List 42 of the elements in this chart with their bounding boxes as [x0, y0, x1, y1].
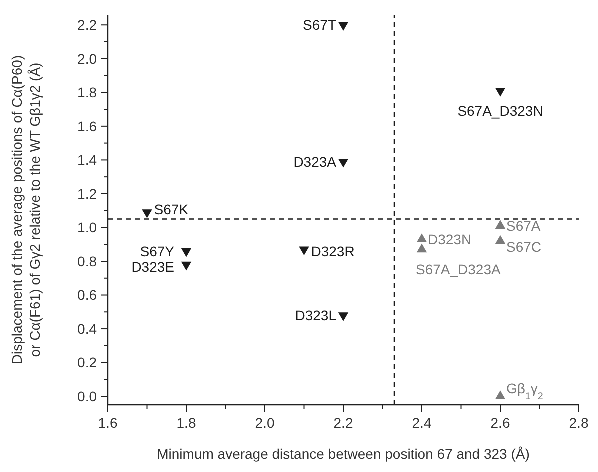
- y-tick-label: 0.6: [78, 287, 98, 304]
- y-tick-label: 0.4: [78, 320, 98, 337]
- y-tick-label: 0.8: [78, 253, 98, 270]
- x-tick-label: 2.8: [569, 415, 589, 431]
- y-axis-title: Displacement of the average positions of Cα(P60) or Cα(F61) of Gγ2 relative to the WT Gβ1γ2 (Å): [9, 55, 43, 365]
- y-tick-label: 2.2: [78, 17, 98, 34]
- annotation: D323R: [311, 244, 355, 260]
- point: [142, 210, 152, 218]
- y-tick-label: 0.0: [78, 388, 98, 404]
- y-tick-label: 1.2: [78, 186, 98, 202]
- point: [338, 158, 349, 168]
- y-tick-label: 2.0: [78, 50, 98, 67]
- x-tick-label: 2.6: [490, 415, 510, 431]
- point: [495, 88, 506, 97]
- y-tick-label: 1.8: [78, 84, 98, 101]
- annotation: S67C: [506, 239, 542, 256]
- y-tick-label: 0.2: [78, 354, 98, 371]
- annotation: S67A: [506, 218, 542, 234]
- annotation: S67Y: [140, 243, 176, 260]
- point: [181, 262, 192, 271]
- y-tick-label: 1.4: [78, 152, 98, 168]
- annotation: S67K: [154, 201, 190, 218]
- annotation: S67T: [303, 17, 337, 34]
- annotation: D323A: [294, 154, 338, 170]
- point: [181, 248, 192, 258]
- x-tick-label: 1.8: [176, 415, 196, 431]
- annotation: D323E: [132, 258, 174, 275]
- point: [338, 312, 349, 322]
- annotation: D323N: [428, 231, 472, 248]
- annotation: Gβ$_{1}$γ$_{2}$: [506, 380, 544, 402]
- text: 2.0: [255, 415, 275, 431]
- y-tick-label: 1.6: [78, 118, 98, 134]
- x-tick-label: 1.6: [98, 415, 118, 431]
- x-tick-label: 2.2: [334, 415, 354, 431]
- point: [338, 22, 349, 32]
- annotation: S67A_D323N: [458, 102, 544, 119]
- x-tick-label: 2.4: [412, 415, 432, 431]
- annotation: D323L: [295, 307, 337, 324]
- x-axis-title: Minimum average distance between position 67 and 323 (Å): [157, 446, 530, 462]
- point: [299, 246, 310, 256]
- y-tick-label: 1.0: [78, 220, 98, 236]
- annotation: S67A_D323A: [416, 262, 502, 278]
